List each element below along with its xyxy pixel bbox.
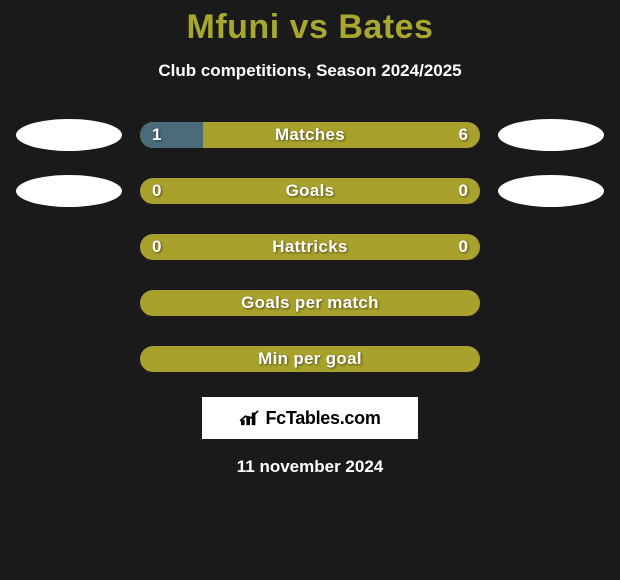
player-badge-left [16,119,122,151]
stat-label: Goals [140,178,480,204]
comparison-widget: Mfuni vs Bates Club competitions, Season… [0,0,620,477]
player-badge-right [498,175,604,207]
stat-value-right: 6 [459,122,468,148]
stat-bar: Goals per match [140,290,480,316]
stat-value-right: 0 [459,234,468,260]
stat-bar: 0Hattricks0 [140,234,480,260]
player-badge-right [498,119,604,151]
brand-logo: FcTables.com [202,397,418,439]
brand-logo-text: FcTables.com [265,408,380,429]
stat-value-right: 0 [459,178,468,204]
page-title: Mfuni vs Bates [187,8,434,47]
player-badge-left [16,175,122,207]
stat-row: 0Hattricks0 [0,231,620,263]
stat-label: Hattricks [140,234,480,260]
barchart-icon [239,409,261,427]
date-label: 11 november 2024 [237,457,383,477]
stat-label: Min per goal [140,346,480,372]
stat-bar: 0Goals0 [140,178,480,204]
stat-row: Min per goal [0,343,620,375]
stat-row: 0Goals0 [0,175,620,207]
stat-label: Goals per match [140,290,480,316]
stat-bar: 1Matches6 [140,122,480,148]
stat-bar: Min per goal [140,346,480,372]
stats-rows: 1Matches60Goals00Hattricks0Goals per mat… [0,119,620,375]
page-subtitle: Club competitions, Season 2024/2025 [158,61,461,81]
stat-label: Matches [140,122,480,148]
stat-row: Goals per match [0,287,620,319]
stat-row: 1Matches6 [0,119,620,151]
